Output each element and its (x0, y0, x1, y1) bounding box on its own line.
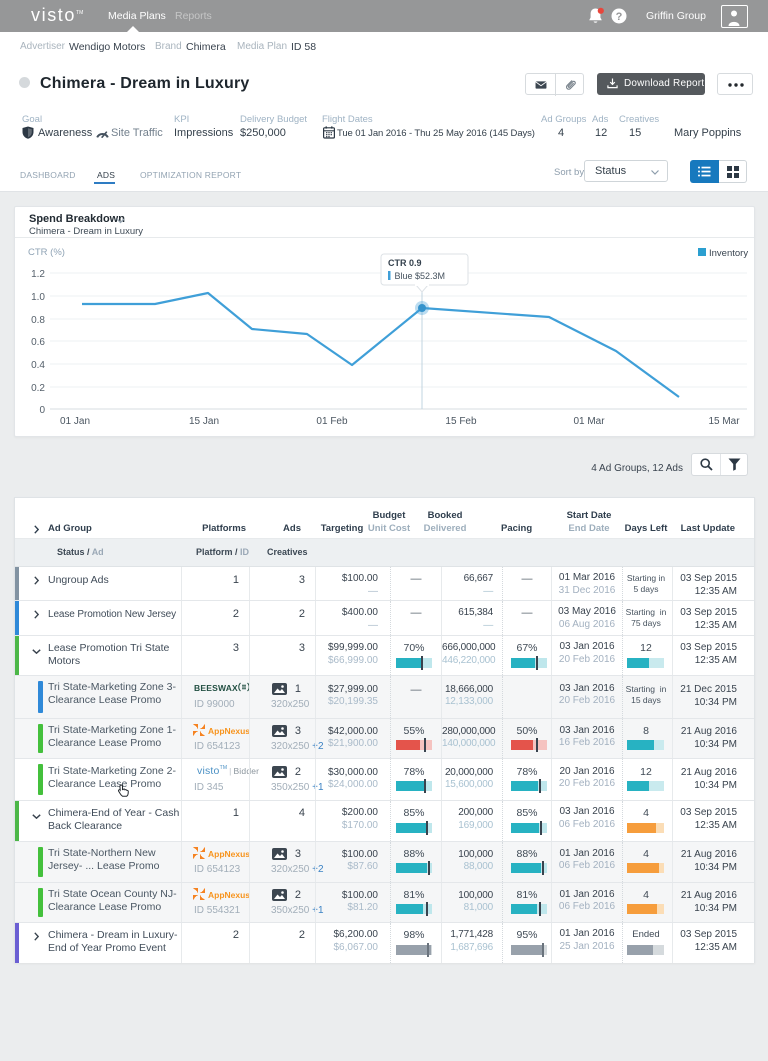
svg-text:1.2: 1.2 (31, 269, 45, 280)
svg-text:Inventory: Inventory (709, 248, 748, 259)
svg-text:CTR (%): CTR (%) (28, 247, 65, 258)
svg-text:Blue $52.3M: Blue $52.3M (395, 271, 446, 281)
svg-text:?: ? (616, 11, 623, 23)
svg-text:0.4: 0.4 (31, 360, 45, 371)
svg-text:15 Mar: 15 Mar (708, 416, 740, 427)
svg-text:0.6: 0.6 (31, 337, 45, 348)
svg-text:15 Jan: 15 Jan (189, 416, 219, 427)
svg-text:01 Mar: 01 Mar (573, 416, 605, 427)
svg-text:0.2: 0.2 (31, 383, 45, 394)
svg-text:01 Feb: 01 Feb (316, 416, 348, 427)
svg-text:0: 0 (39, 405, 45, 416)
svg-text:0.8: 0.8 (31, 315, 45, 326)
svg-text:1.0: 1.0 (31, 292, 45, 303)
svg-text:01 Jan: 01 Jan (60, 416, 90, 427)
svg-text:15 Feb: 15 Feb (445, 416, 477, 427)
svg-text:CTR 0.9: CTR 0.9 (388, 258, 422, 268)
